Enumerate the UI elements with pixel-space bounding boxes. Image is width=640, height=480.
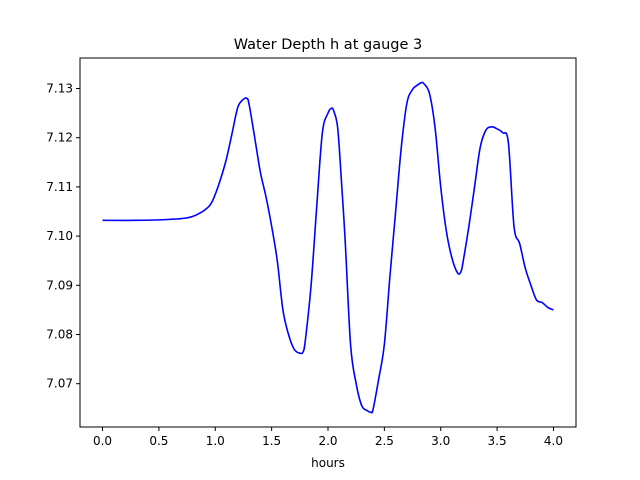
- y-tick-label: 7.09: [46, 278, 73, 292]
- x-tick-label: 2.0: [318, 434, 337, 448]
- x-axis-ticks: 0.0 0.5 1.0 1.5 2.0 2.5 3.0 3.5 4.0: [93, 427, 563, 448]
- y-tick-label: 7.13: [46, 82, 73, 96]
- x-tick-label: 0.5: [149, 434, 168, 448]
- y-tick-label: 7.12: [46, 131, 73, 145]
- y-tick-label: 7.07: [46, 377, 73, 391]
- series-line: [102, 81, 554, 414]
- y-tick-label: 7.10: [46, 229, 73, 243]
- x-tick-label: 2.5: [375, 434, 394, 448]
- x-tick-label: 0.0: [93, 434, 112, 448]
- y-tick-label: 7.11: [46, 180, 73, 194]
- y-axis-ticks: 7.07 7.08 7.09 7.10 7.11 7.12 7.13: [46, 82, 80, 391]
- plot-frame: [79, 57, 577, 428]
- x-tick-label: 4.0: [544, 434, 563, 448]
- x-tick-label: 3.0: [431, 434, 450, 448]
- x-tick-label: 1.0: [206, 434, 225, 448]
- y-tick-label: 7.08: [46, 328, 73, 342]
- x-tick-label: 1.5: [262, 434, 281, 448]
- x-tick-label: 3.5: [488, 434, 507, 448]
- x-axis-label: hours: [311, 456, 345, 470]
- chart-title: Water Depth h at gauge 3: [234, 37, 422, 53]
